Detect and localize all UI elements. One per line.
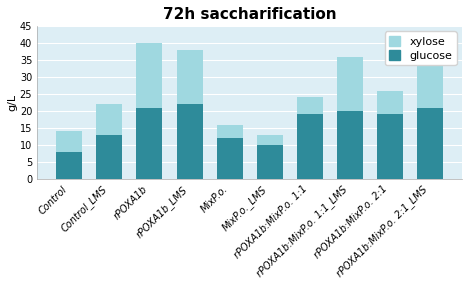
Bar <box>296 97 323 114</box>
Bar <box>337 57 363 111</box>
Bar <box>257 135 283 145</box>
Bar <box>337 111 363 179</box>
Bar <box>417 108 443 179</box>
Bar <box>417 50 443 108</box>
Bar <box>56 152 83 179</box>
Bar <box>97 104 122 135</box>
Bar <box>176 104 203 179</box>
Bar <box>377 114 403 179</box>
Bar <box>217 125 242 138</box>
Bar <box>97 135 122 179</box>
Bar <box>217 138 242 179</box>
Legend: xylose, glucose: xylose, glucose <box>385 31 456 65</box>
Bar <box>136 108 162 179</box>
Bar <box>296 114 323 179</box>
Bar <box>56 131 83 152</box>
Bar <box>136 43 162 108</box>
Bar <box>377 91 403 114</box>
Bar <box>176 50 203 104</box>
Y-axis label: g/L: g/L <box>7 94 17 111</box>
Title: 72h saccharification: 72h saccharification <box>163 7 336 22</box>
Bar <box>257 145 283 179</box>
